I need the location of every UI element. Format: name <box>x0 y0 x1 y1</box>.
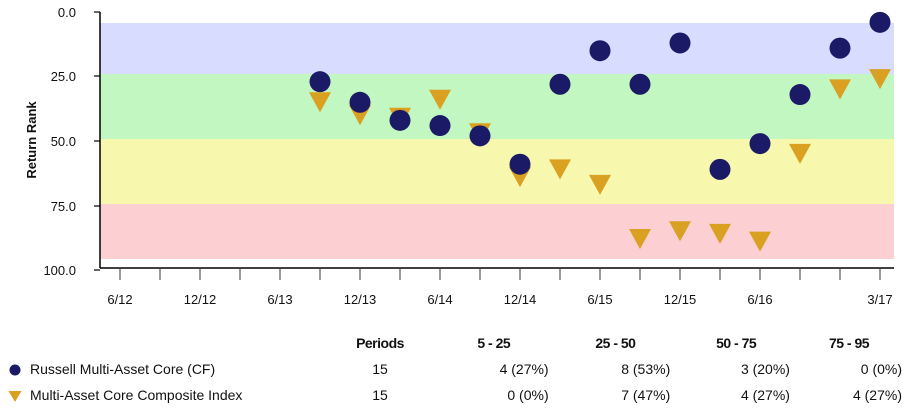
range-cell: 4 (27%) <box>740 387 790 403</box>
header-range-5-25: 5 - 25 <box>477 335 511 351</box>
circle-point <box>509 153 531 175</box>
axis-frame <box>99 12 894 269</box>
x-tick-label: 12/14 <box>504 292 537 307</box>
range-cell: 3 (20%) <box>740 361 790 377</box>
range-cell: 0 (0%) <box>507 387 549 403</box>
y-tick-label: 75.0 <box>51 199 76 214</box>
data-points <box>309 11 891 252</box>
circle-point <box>349 91 371 113</box>
circle-point <box>629 73 651 95</box>
header-periods: Periods <box>356 335 404 351</box>
range-cell: 0 (0%) <box>860 361 902 377</box>
x-tick-label: 12/12 <box>184 292 217 307</box>
circle-point <box>829 37 851 59</box>
range-cell: 7 (47%) <box>621 387 671 403</box>
x-tick-label: 6/14 <box>427 292 452 307</box>
circle-point <box>669 32 691 54</box>
circle-point <box>389 109 411 131</box>
y-axis-label: Return Rank <box>24 101 39 179</box>
range-cell: 4 (27%) <box>852 387 902 403</box>
x-tick-label: 6/15 <box>587 292 612 307</box>
range-cell: 4 (27%) <box>499 361 549 377</box>
triangle-point <box>629 229 651 250</box>
x-tick-label: 6/12 <box>107 292 132 307</box>
triangle-point <box>429 89 451 110</box>
circle-point <box>469 125 491 147</box>
rank-band-50-75 <box>100 139 894 204</box>
periods-cell: 15 <box>372 361 388 377</box>
triangle-point <box>549 159 571 180</box>
circle-point <box>429 115 451 137</box>
y-axis-ticks: 0.0 25.0 50.0 75.0 100.0 <box>43 5 100 278</box>
triangle-point <box>789 143 811 164</box>
header-range-50-75: 50 - 75 <box>716 335 757 351</box>
x-tick-label: 6/16 <box>747 292 772 307</box>
table-row: Multi-Asset Core Composite Index 15 0 (0… <box>8 382 902 408</box>
circle-point <box>749 133 771 155</box>
circle-point <box>789 84 811 106</box>
legend-circle-icon <box>8 363 22 377</box>
y-tick-label: 0.0 <box>58 5 76 20</box>
table-row: Russell Multi-Asset Core (CF) 15 4 (27%)… <box>8 356 902 382</box>
rank-band-75-100 <box>100 204 894 259</box>
triangle-point <box>589 174 611 195</box>
y-tick-label: 100.0 <box>43 263 76 278</box>
y-tick-label: 50.0 <box>51 134 76 149</box>
triangle-point <box>669 221 691 242</box>
series-name: Russell Multi-Asset Core (CF) <box>30 360 216 377</box>
table-header-row: Periods 5 - 25 25 - 50 50 - 75 75 - 95 <box>8 330 902 356</box>
triangle-point <box>869 69 891 90</box>
triangle-point <box>709 223 731 244</box>
circle-point <box>309 71 331 93</box>
circle-point <box>869 11 891 33</box>
range-cell: 8 (53%) <box>621 361 671 377</box>
x-tick-label: 12/15 <box>664 292 697 307</box>
rank-summary-table: Periods 5 - 25 25 - 50 50 - 75 75 - 95 R… <box>8 330 902 408</box>
rank-band-0-25 <box>100 23 894 74</box>
circle-point <box>549 73 571 95</box>
x-tick-label: 3/17 <box>867 292 892 307</box>
rank-band-25-50 <box>100 74 894 139</box>
triangle-point <box>309 92 331 113</box>
series-name: Multi-Asset Core Composite Index <box>30 386 243 403</box>
header-range-75-95: 75 - 95 <box>828 335 870 351</box>
header-blank <box>8 330 327 356</box>
x-tick-label: 6/13 <box>267 292 292 307</box>
rank-bands <box>100 23 894 259</box>
y-tick-label: 25.0 <box>51 69 76 84</box>
x-tick-label: 12/13 <box>344 292 377 307</box>
circle-point <box>589 40 611 62</box>
triangle-point <box>749 231 771 252</box>
x-axis-ticks: 6/12 12/12 6/13 12/13 6/14 12/14 6/15 12/15 6/16… <box>107 269 893 307</box>
triangle-point <box>829 79 851 100</box>
circle-point <box>709 158 731 180</box>
header-range-25-50: 25 - 50 <box>595 335 636 351</box>
legend-triangle-icon <box>8 389 22 403</box>
periods-cell: 15 <box>372 387 388 403</box>
